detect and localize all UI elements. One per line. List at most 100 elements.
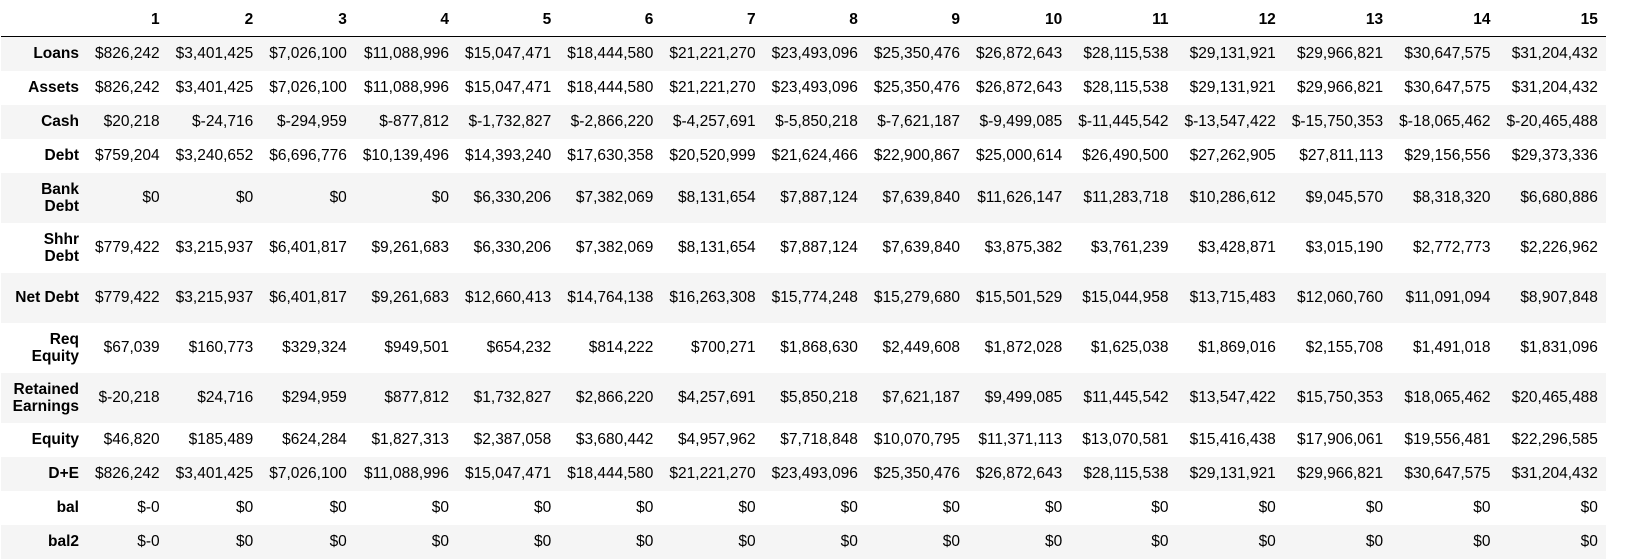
table-cell: $0 — [738, 533, 756, 550]
table-row: Bank Debt $0 $0 $0 $0 $6,330,206 $7,382,069 $8,… — [1, 172, 1606, 223]
row-label-cell: D+E — [1, 457, 87, 491]
table-cell: $0 — [636, 499, 654, 516]
table-cell: $2,387,058 — [473, 431, 552, 448]
table-cell: $0 — [533, 499, 552, 516]
corner-cell — [1, 1, 87, 37]
table-cell: $10,286,612 — [1189, 189, 1276, 206]
table-cell: $14,393,240 — [465, 147, 552, 164]
table-cell: $0 — [235, 499, 254, 516]
table-cell: $27,262,905 — [1189, 147, 1276, 164]
row-label: Equity — [31, 431, 79, 448]
table-cell: $3,401,425 — [175, 465, 254, 482]
table-cell: $7,718,848 — [780, 431, 858, 448]
table-cell: $-4,257,691 — [672, 113, 756, 130]
table-header: 1 2 3 4 5 6 7 8 9 10 11 12 13 14 15 — [1, 1, 1606, 37]
table-row: Req Equity $67,039 $160,773 $329,324 $949,50… — [1, 322, 1606, 373]
row-label: Shhr Debt — [43, 230, 79, 265]
table-cell: $21,221,270 — [669, 79, 756, 96]
table-cell: $23,493,096 — [771, 45, 858, 63]
table-cell: $15,774,248 — [771, 289, 858, 306]
table-cell: $11,088,996 — [363, 45, 450, 63]
table-cell: $-15,750,353 — [1291, 113, 1384, 130]
table-cell: $2,772,773 — [1412, 239, 1491, 256]
table-cell: $15,750,353 — [1296, 389, 1384, 406]
table-cell: $0 — [142, 189, 160, 206]
table-cell: $8,131,654 — [678, 189, 756, 206]
table-cell: $9,261,683 — [371, 289, 450, 306]
table-cell: $3,215,937 — [175, 239, 254, 256]
table-cell: $8,907,848 — [1520, 289, 1598, 306]
table-cell: $7,026,100 — [269, 465, 347, 482]
table-cell: $24,716 — [197, 389, 254, 406]
table-cell: $0 — [431, 499, 450, 516]
table-cell: $13,070,581 — [1082, 431, 1169, 448]
table-cell: $28,115,538 — [1083, 465, 1169, 482]
table-cell: $0 — [329, 189, 347, 206]
table-cell: $-18,065,462 — [1399, 113, 1491, 130]
table-cell: $3,875,382 — [984, 239, 1063, 256]
column-header: 6 — [559, 1, 662, 37]
table-cell: $814,222 — [588, 339, 654, 356]
table-cell: $7,026,100 — [269, 79, 347, 96]
table-row: bal $-0 $0 $0 $0 $0 $0 $0 $0 $0 $0 $0 $0 $0 $0 $0 — [1, 490, 1606, 525]
table-cell: $-877,812 — [379, 113, 450, 130]
table-cell: $0 — [1044, 533, 1063, 550]
column-header: 8 — [763, 1, 866, 37]
table-cell: $1,732,827 — [473, 389, 552, 406]
table-cell: $22,900,867 — [873, 147, 961, 164]
table-cell: $29,373,336 — [1511, 147, 1598, 164]
table-cell: $29,131,921 — [1189, 45, 1276, 63]
table-cell: $11,091,094 — [1405, 289, 1491, 306]
table-cell: $1,869,016 — [1198, 339, 1276, 356]
table-cell: $29,131,921 — [1189, 79, 1276, 96]
table-cell: $329,324 — [282, 339, 347, 356]
row-label: Debt — [44, 147, 79, 164]
table-cell: $-11,445,542 — [1078, 113, 1169, 130]
table-row: Retained Earnings $-20,218 $24,716 $294,959… — [1, 372, 1606, 423]
table-cell: $7,026,100 — [269, 45, 347, 63]
column-header: 9 — [865, 1, 969, 37]
table-cell: $15,044,958 — [1082, 289, 1169, 306]
row-label-cell: Net Debt — [1, 273, 87, 323]
table-cell: $22,296,585 — [1511, 431, 1598, 448]
table-cell: $1,831,096 — [1520, 339, 1598, 356]
table-cell: $0 — [1151, 499, 1169, 516]
table-cell: $6,696,776 — [269, 147, 347, 164]
table-cell: $26,872,643 — [976, 79, 1063, 96]
table-cell: $13,547,422 — [1189, 389, 1276, 406]
table-row: Debt $759,204 $3,240,652 $6,696,776 $10,139,… — [1, 138, 1606, 173]
table-cell: $12,660,413 — [465, 289, 552, 306]
table-cell: $28,115,538 — [1083, 45, 1169, 63]
table-cell: $29,131,921 — [1189, 465, 1276, 482]
table-cell: $4,257,691 — [678, 389, 756, 406]
table-cell: $0 — [329, 533, 347, 550]
column-header: 12 — [1176, 1, 1284, 37]
table-cell: $2,226,962 — [1520, 239, 1598, 256]
table-cell: $30,647,575 — [1404, 79, 1491, 96]
table-cell: $29,966,821 — [1296, 79, 1384, 96]
table-cell: $0 — [840, 533, 858, 550]
table-cell: $0 — [1580, 533, 1598, 550]
table-cell: $13,715,483 — [1189, 289, 1276, 306]
table-cell: $-5,850,218 — [775, 113, 858, 130]
table-cell: $10,139,496 — [362, 147, 450, 164]
table-cell: $-0 — [137, 533, 160, 550]
table-cell: $20,218 — [103, 113, 160, 130]
column-header: 4 — [354, 1, 458, 37]
table-cell: $-9,499,085 — [979, 113, 1063, 130]
table-cell: $10,070,795 — [873, 431, 961, 448]
column-header: 2 — [167, 1, 262, 37]
table-cell: $31,204,432 — [1511, 465, 1598, 482]
table-cell: $23,493,096 — [771, 465, 858, 482]
table-cell: $0 — [942, 533, 961, 550]
table-cell: $0 — [329, 499, 347, 516]
table-cell: $11,088,996 — [363, 465, 450, 482]
table-cell: $29,966,821 — [1296, 45, 1384, 63]
table-cell: $0 — [1151, 533, 1169, 550]
row-label: D+E — [48, 465, 79, 482]
table-cell: $624,284 — [282, 431, 347, 448]
table-cell: $11,626,147 — [977, 189, 1063, 206]
row-label-cell: Assets — [1, 71, 87, 105]
table-cell: $26,872,643 — [976, 45, 1063, 63]
column-header: 15 — [1498, 1, 1606, 37]
